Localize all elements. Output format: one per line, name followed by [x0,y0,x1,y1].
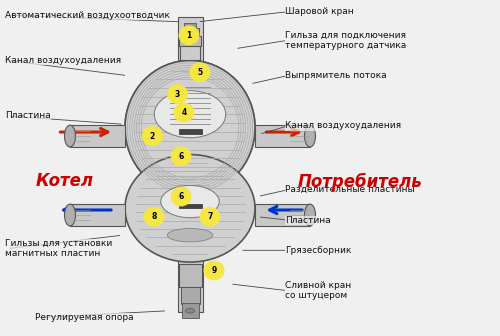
Text: Грязесборник: Грязесборник [285,246,352,255]
Bar [179,36,201,46]
Text: Пластина: Пластина [285,216,331,224]
Ellipse shape [174,103,194,122]
Bar [255,125,310,147]
Ellipse shape [190,63,210,82]
Text: Котел: Котел [36,172,94,191]
Ellipse shape [186,308,194,313]
Text: Автоматический воздухоотводчик: Автоматический воздухоотводчик [5,11,170,19]
Ellipse shape [142,127,163,145]
Ellipse shape [171,187,191,206]
Ellipse shape [64,204,76,226]
Text: Канал воздухоудаления: Канал воздухоудаления [5,56,121,65]
Bar [178,204,202,208]
Ellipse shape [125,155,255,262]
Bar [70,204,125,226]
Bar [182,28,198,36]
Bar [178,17,203,312]
Text: 6: 6 [178,192,184,201]
Bar [178,264,202,287]
Ellipse shape [304,204,316,226]
Text: Гильзы для установки
магнитных пластин: Гильзы для установки магнитных пластин [5,239,112,258]
Ellipse shape [167,228,213,242]
Ellipse shape [64,125,76,147]
Text: 5: 5 [198,68,202,77]
Bar [180,287,200,304]
Text: 2: 2 [150,132,155,140]
Text: 8: 8 [152,212,156,221]
Ellipse shape [304,125,316,147]
Bar [255,204,310,226]
Ellipse shape [161,185,219,218]
Ellipse shape [168,85,188,103]
Ellipse shape [179,26,199,45]
Text: Регулируемая опора: Регулируемая опора [35,313,134,322]
Bar [178,129,202,134]
Ellipse shape [200,207,220,226]
Ellipse shape [125,60,255,195]
Text: Пластина: Пластина [5,112,51,120]
Bar [184,23,196,29]
Text: Потребитель: Потребитель [298,172,422,191]
Text: Выпрямитель потока: Выпрямитель потока [285,71,386,80]
Text: 3: 3 [175,90,180,98]
Text: Сливной кран
со штуцером: Сливной кран со штуцером [285,281,351,300]
Bar [70,125,125,147]
Text: Разделительные пластины: Разделительные пластины [285,185,414,194]
Text: Шаровой кран: Шаровой кран [285,7,354,16]
Text: Канал воздухоудаления: Канал воздухоудаления [285,122,401,130]
Bar [182,303,198,318]
Text: 4: 4 [182,108,186,117]
Ellipse shape [144,207,164,226]
Bar [180,45,200,60]
Text: 6: 6 [178,152,184,161]
Ellipse shape [204,261,224,280]
Ellipse shape [125,60,255,195]
Text: 7: 7 [208,212,212,221]
Text: 9: 9 [212,266,216,275]
Ellipse shape [171,147,191,166]
Text: Гильза для подключения
температурного датчика: Гильза для подключения температурного да… [285,31,406,50]
Text: 1: 1 [186,31,192,40]
Ellipse shape [154,91,226,138]
